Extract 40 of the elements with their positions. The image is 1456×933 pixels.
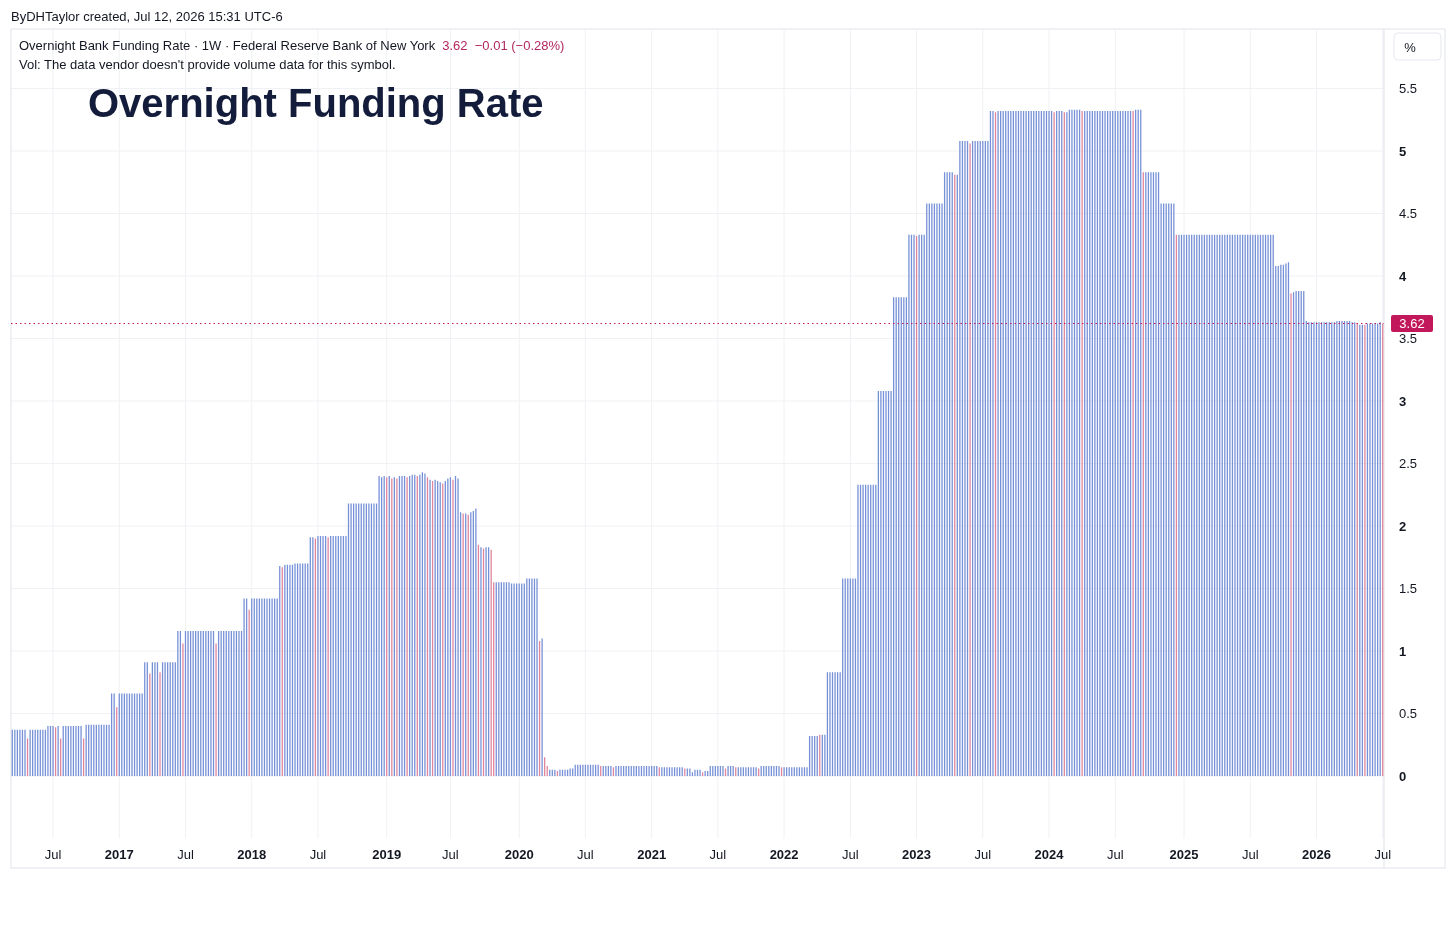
x-tick-label: 2021 bbox=[637, 846, 667, 862]
y-tick-label: 0.5 bbox=[1399, 706, 1418, 721]
text: Overnight Funding Rate bbox=[88, 81, 544, 125]
y-tick-label: 4 bbox=[1399, 268, 1407, 284]
x-tick-label: Jul bbox=[442, 846, 459, 862]
y-tick-label: 3.5 bbox=[1399, 331, 1418, 346]
x-tick-label: Jul bbox=[1374, 846, 1392, 862]
annotation: Vol: The data vendor doesn't provide volume data for this symbol. bbox=[19, 57, 396, 72]
x-tick-label: 2024 bbox=[1034, 846, 1065, 862]
y-tick-label: 4.5 bbox=[1399, 206, 1418, 221]
y-tick-label: 2 bbox=[1399, 518, 1407, 534]
x-tick-label: 2023 bbox=[902, 846, 932, 862]
y-tick-label: 5 bbox=[1399, 143, 1407, 159]
x-tick-label: Jul bbox=[44, 846, 62, 862]
x-tick-label: 2020 bbox=[504, 846, 534, 862]
x-tick-label: Jul bbox=[577, 846, 594, 862]
x-tick-label: 2022 bbox=[769, 846, 799, 862]
x-tick-label: 2018 bbox=[237, 846, 267, 862]
x-tick-label: Jul bbox=[1106, 846, 1124, 862]
y-tick-label: 2.5 bbox=[1399, 456, 1418, 471]
y-tick-label: 5.5 bbox=[1399, 81, 1418, 96]
x-tick-label: 2017 bbox=[104, 846, 134, 862]
x-tick-label: Jul bbox=[309, 846, 327, 862]
y-tick-label: 1.5 bbox=[1399, 581, 1418, 596]
y-tick-label: 1 bbox=[1399, 643, 1407, 659]
x-tick-label: Jul bbox=[1241, 846, 1259, 862]
annotation: 3.62 −0.01 (−0.28%) bbox=[442, 38, 565, 53]
text: Overnight Bank Funding Rate · 1W · Federal Reserve Bank of New York bbox=[19, 38, 436, 53]
x-tick-label: Jul bbox=[974, 846, 992, 862]
y-tick-label: 3 bbox=[1399, 393, 1407, 409]
y-axis-title: % bbox=[1404, 39, 1417, 55]
x-tick-label: 2025 bbox=[1169, 846, 1199, 862]
x-tick-label: Jul bbox=[842, 846, 859, 862]
ref-line-label: 3.62 bbox=[1399, 316, 1425, 331]
x-tick-label: 2019 bbox=[372, 846, 402, 862]
text: ByDHTaylor created, Jul 12, 2026 15:31 UTC-6 bbox=[11, 9, 283, 24]
y-tick-label: 0 bbox=[1399, 768, 1407, 784]
x-tick-label: Jul bbox=[709, 846, 727, 862]
x-tick-label: 2026 bbox=[1302, 846, 1331, 862]
x-tick-label: Jul bbox=[177, 846, 194, 862]
